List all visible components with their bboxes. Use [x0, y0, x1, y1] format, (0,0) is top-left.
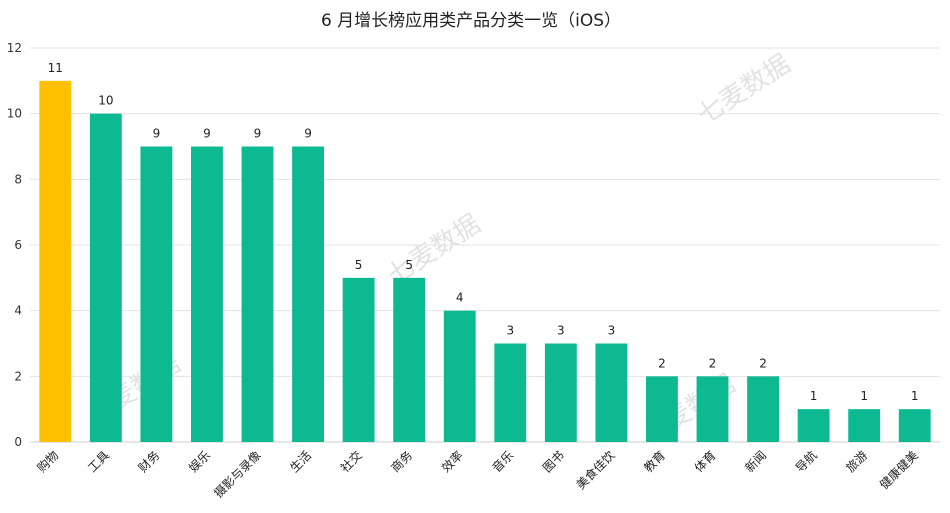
bar — [39, 80, 72, 442]
y-tick-label: 4 — [14, 304, 22, 318]
bar — [747, 376, 779, 442]
x-tick-label: 商务 — [388, 448, 416, 476]
data-label: 2 — [759, 356, 767, 370]
grid-layer — [30, 47, 940, 443]
data-label: 10 — [98, 94, 113, 108]
bar — [494, 343, 527, 442]
bar — [191, 146, 223, 442]
watermark-layer: 七麦数据 七麦数据 七麦数据 七麦数据 — [82, 49, 796, 451]
x-tick-label: 社交 — [337, 448, 365, 476]
data-label: 11 — [48, 61, 63, 75]
x-tick-label: 健康健美 — [876, 448, 921, 493]
data-label: 3 — [506, 324, 514, 338]
x-tick-label: 娱乐 — [186, 448, 213, 475]
data-label: 9 — [203, 127, 211, 141]
bar — [544, 343, 577, 442]
x-tick-label: 教育 — [640, 448, 668, 476]
chart-title: 6 月增长榜应用类产品分类一览（iOS） — [321, 11, 621, 31]
x-tick-label: 生活 — [287, 448, 314, 475]
x-tick-label: 旅游 — [843, 448, 870, 475]
y-tick-label: 0 — [14, 435, 22, 449]
bar — [241, 146, 274, 442]
data-label: 9 — [254, 127, 262, 141]
x-tick-label: 摄影与录像 — [211, 448, 264, 501]
watermark: 七麦数据 — [692, 49, 796, 131]
bar — [848, 409, 881, 442]
bar — [898, 409, 931, 442]
bars-layer — [39, 80, 931, 443]
x-tick-label: 购物 — [34, 448, 62, 476]
bar — [696, 376, 729, 442]
y-tick-label: 10 — [7, 107, 22, 121]
data-label: 3 — [608, 324, 616, 338]
x-tick-label: 导航 — [792, 448, 820, 476]
x-tick-label: 体育 — [691, 448, 719, 476]
bar — [393, 277, 426, 442]
data-label: 5 — [355, 258, 363, 272]
x-tick-label: 图书 — [540, 448, 567, 475]
bar — [140, 146, 173, 442]
bar — [342, 277, 375, 442]
x-tick-label: 效率 — [438, 448, 466, 476]
x-tick-label: 美食佳饮 — [573, 448, 618, 493]
data-label: 2 — [709, 356, 717, 370]
y-tick-label: 6 — [14, 238, 22, 252]
data-label: 4 — [456, 291, 464, 305]
y-tick-label: 8 — [14, 172, 22, 186]
data-label: 1 — [911, 389, 919, 403]
bar — [797, 409, 830, 442]
data-label: 9 — [153, 127, 161, 141]
bar — [443, 310, 476, 442]
bar — [292, 146, 324, 442]
data-label: 1 — [810, 389, 818, 403]
bar — [646, 376, 678, 442]
y-tick-label: 2 — [14, 369, 22, 383]
x-tick-label: 工具 — [85, 448, 112, 475]
data-label: 5 — [405, 258, 413, 272]
data-label: 9 — [304, 127, 312, 141]
bar — [595, 343, 628, 442]
data-label: 3 — [557, 324, 565, 338]
x-tick-label: 财务 — [135, 448, 163, 476]
data-label: 1 — [860, 389, 868, 403]
x-tick-label: 新闻 — [742, 448, 770, 476]
x-tick-label: 音乐 — [489, 448, 517, 476]
y-tick-label: 12 — [7, 41, 22, 55]
data-label: 2 — [658, 356, 666, 370]
bar — [89, 113, 122, 443]
